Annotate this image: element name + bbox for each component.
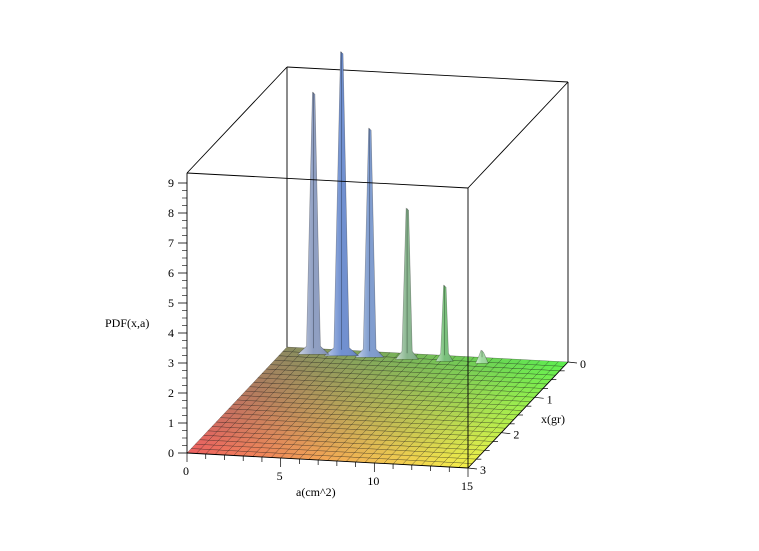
box-edge <box>186 172 469 189</box>
x-tick <box>501 432 511 435</box>
a-axis-title: a(cm^2) <box>296 485 336 499</box>
x-tick <box>534 396 544 399</box>
z-tick-label: 7 <box>168 236 174 250</box>
a-tick-label: 5 <box>277 469 283 483</box>
floor-surface <box>186 346 569 469</box>
peaks <box>297 51 489 364</box>
peak-shading <box>355 128 384 358</box>
z-tick-label: 9 <box>168 176 174 190</box>
box-edge <box>186 66 288 174</box>
z-tick-label: 8 <box>168 206 174 220</box>
x-tick <box>567 361 578 364</box>
peak <box>395 207 420 360</box>
z-tick-label: 4 <box>168 326 174 340</box>
a-tick-label: 10 <box>367 474 379 488</box>
z-tick-label: 5 <box>168 296 174 310</box>
a-tick-label: 0 <box>183 464 189 478</box>
x-axis-title: x(gr) <box>541 412 565 426</box>
x-tick <box>467 467 478 470</box>
x-tick-label: 0 <box>580 357 586 371</box>
box-edge <box>286 66 569 83</box>
z-axis-title: PDF(x,a) <box>105 316 149 330</box>
z-tick-label: 1 <box>168 416 174 430</box>
peak <box>354 127 385 358</box>
peak-shading <box>297 92 329 355</box>
peak-shading <box>395 208 419 360</box>
peak <box>435 284 454 362</box>
a-tick-label: 15 <box>461 479 473 493</box>
x-tick-label: 1 <box>547 392 553 406</box>
bounding-box-back <box>186 66 569 362</box>
axis-ticks: 0 1 2 3 4 5 6 7 8 9 0 5 10 15 0 1 2 3 <box>168 176 586 493</box>
peak <box>475 349 489 364</box>
z-tick-label: 6 <box>168 266 174 280</box>
peak <box>323 51 360 357</box>
peak-shading <box>475 350 489 364</box>
peak-shading <box>435 285 454 362</box>
z-tick-label: 3 <box>168 356 174 370</box>
box-edge <box>186 452 469 469</box>
z-tick-label: 0 <box>168 446 174 460</box>
peak <box>297 91 330 355</box>
box-edge <box>467 81 569 189</box>
x-tick-label: 2 <box>513 428 519 442</box>
peak-shading <box>324 51 359 356</box>
z-tick-label: 2 <box>168 386 174 400</box>
x-tick-label: 3 <box>480 463 486 477</box>
